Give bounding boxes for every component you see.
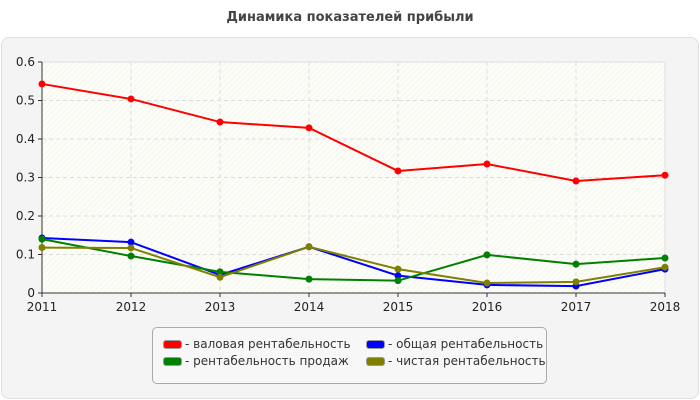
series-line [41,236,666,288]
data-point [38,244,46,252]
data-point [38,80,46,88]
y-tick-label: 0.6 [16,55,35,69]
data-point [305,124,313,132]
y-tick-label: 0.3 [16,171,35,185]
legend-label: - валовая рентабельность [185,337,351,351]
y-tick-label: 0.2 [16,209,35,223]
legend-swatch [366,356,385,366]
x-tick-label: 2011 [27,300,58,314]
series-line [41,245,666,284]
legend: - валовая рентабельность - общая рентабе… [152,327,547,384]
data-point [572,260,580,268]
legend-item: - валовая рентабельность [163,337,351,351]
legend-label: - общая рентабельность [388,337,544,351]
data-point [216,268,224,276]
data-point [127,244,135,252]
y-tick-label: 0.1 [16,248,35,262]
data-point [394,265,402,273]
legend-label: - чистая рентабельность [388,354,546,368]
x-tick-label: 2013 [205,300,236,314]
data-point [127,252,135,260]
data-point [661,263,669,271]
data-point [661,254,669,262]
data-point [394,277,402,285]
data-point [127,238,135,246]
data-point [483,251,491,259]
data-point [216,273,224,281]
data-point [394,272,402,280]
legend-swatch [163,356,182,366]
series-line [41,82,666,182]
legend-swatch [366,339,385,349]
data-point [216,118,224,126]
legend-swatch [163,339,182,349]
chart-title: Динамика показателей прибыли [226,10,474,25]
data-point [305,275,313,283]
y-tick-label: 0.5 [16,94,35,108]
series-line [41,238,666,282]
x-tick-label: 2017 [561,300,592,314]
data-point [483,279,491,287]
legend-item: - чистая рентабельность [366,354,546,368]
x-tick-label: 2018 [650,300,681,314]
data-point [305,243,313,251]
legend-item: - общая рентабельность [366,337,543,351]
data-point [661,171,669,179]
x-tick-label: 2014 [294,300,325,314]
y-tick-label: 0 [27,286,35,300]
data-point [483,160,491,168]
x-tick-label: 2012 [116,300,147,314]
data-point [572,177,580,185]
legend-item: - рентабельность продаж [163,354,349,368]
data-point [38,235,46,243]
data-point [394,167,402,175]
legend-label: - рентабельность продаж [185,354,349,368]
data-point [572,278,580,286]
y-tick-label: 0.4 [16,132,35,146]
x-tick-label: 2016 [472,300,503,314]
x-tick-label: 2015 [383,300,414,314]
data-point [127,95,135,103]
